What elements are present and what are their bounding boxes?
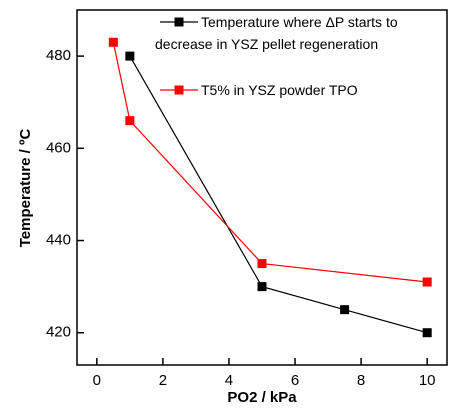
x-tick-label: 0 [93,372,101,389]
data-point [257,282,267,292]
series-line [112,42,428,283]
y-tick-label: 460 [46,139,71,156]
legend-label: T5% in YSZ powder TPO [201,82,358,98]
legend-marker [174,85,184,95]
legend-label: Temperature where ΔP starts to decrease … [155,14,398,52]
legend-entry: T5% in YSZ powder TPO [201,82,358,98]
data-point [340,305,350,315]
y-axis-label: Temperature / ºC [17,129,34,248]
x-tick-label: 4 [225,372,233,389]
y-tick-label: 480 [46,47,71,64]
x-tick-label: 6 [291,372,299,389]
data-point [422,328,432,338]
plot-frame [76,9,448,366]
data-point [108,37,118,47]
y-tick-label: 440 [46,231,71,248]
x-tick-label: 10 [419,372,436,389]
data-point [125,116,135,126]
data-point [125,51,135,61]
legend-marker [174,17,184,27]
y-tick-label: 420 [46,324,71,341]
data-point [257,259,267,269]
legend-entry: Temperature where ΔP starts to decrease … [155,14,398,52]
x-axis-label: PO2 / kPa [227,389,297,406]
data-point [422,277,432,287]
x-tick-label: 2 [159,372,167,389]
x-tick-label: 8 [357,372,365,389]
series-line [129,55,428,334]
